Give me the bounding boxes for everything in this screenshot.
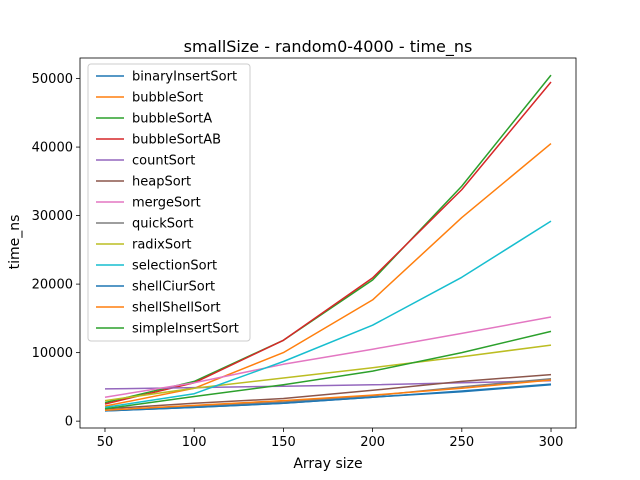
y-tick-label: 20000 [32, 278, 73, 293]
x-tick-label: 300 [539, 435, 564, 450]
y-tick-label: 40000 [32, 141, 73, 156]
axes-frame [79, 57, 577, 429]
legend-label-quickSort: quickSort [132, 217, 193, 232]
series-line-heapSort [104, 373, 552, 410]
y-tick-label: 0 [65, 415, 73, 430]
series-line-bubbleSort [104, 143, 552, 407]
x-tick-label: 100 [182, 435, 207, 450]
series-line-mergeSort [104, 316, 552, 398]
legend-label-binaryInsertSort: binaryInsertSort [132, 70, 237, 85]
chart-title: smallSize - random0-4000 - time_ns [184, 37, 473, 57]
y-tick-label: 30000 [32, 209, 73, 224]
x-tick-label: 150 [271, 435, 296, 450]
legend-label-bubbleSortAB: bubbleSortAB [132, 133, 221, 148]
legend-label-bubbleSortA: bubbleSortA [132, 112, 212, 127]
y-tick-label: 50000 [32, 72, 73, 87]
series-line-radixSort [104, 344, 552, 402]
series-line-countSort [104, 379, 552, 390]
x-tick-label: 200 [360, 435, 385, 450]
legend-label-radixSort: radixSort [132, 238, 192, 253]
x-axis-label: Array size [293, 456, 362, 472]
legend: binaryInsertSort bubbleSort bubbleSortA bub… [87, 63, 251, 342]
legend-box [87, 63, 251, 342]
legend-label-heapSort: heapSort [132, 175, 191, 190]
series-line-bubbleSortAB [104, 81, 552, 405]
axes: 50 100 150 200 250 300 0 10000 20000 30000 40000 50… [32, 57, 577, 450]
legend-label-shellShellSort: shellShellSort [132, 301, 221, 316]
legend-label-selectionSort: selectionSort [132, 259, 217, 274]
legend-label-mergeSort: mergeSort [132, 196, 201, 211]
series-line-shellShellSort [104, 379, 552, 411]
legend-label-shellCiurSort: shellCiurSort [132, 280, 215, 295]
y-tick-label: 10000 [32, 346, 73, 361]
series-line-shellCiurSort [104, 384, 552, 412]
plot-area [104, 74, 552, 412]
legend-label-simpleInsertSort: simpleInsertSort [132, 322, 239, 337]
y-axis-label: time_ns [7, 215, 23, 270]
series-line-simpleInsertSort [104, 330, 552, 410]
x-tick-label: 50 [97, 435, 114, 450]
legend-label-bubbleSort: bubbleSort [132, 91, 203, 106]
legend-label-countSort: countSort [132, 154, 195, 169]
x-tick-label: 250 [449, 435, 474, 450]
series-line-selectionSort [104, 220, 552, 409]
